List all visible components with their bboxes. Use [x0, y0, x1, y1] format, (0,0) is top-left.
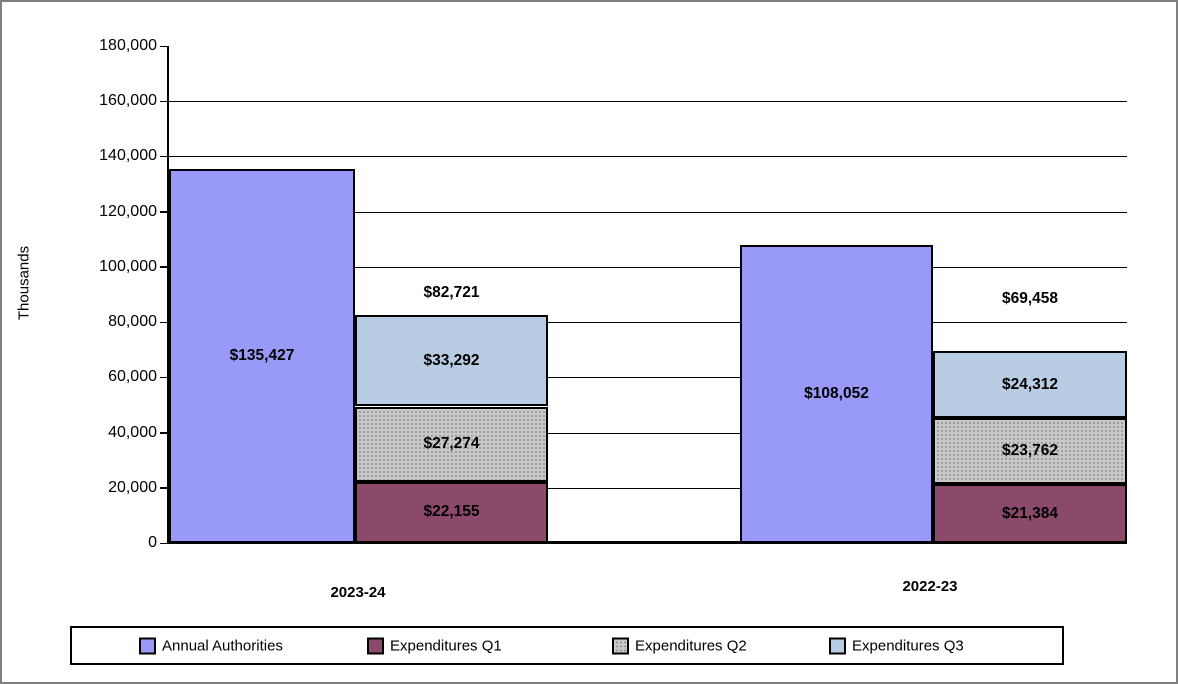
bar-segment-expenditures-q2 — [933, 418, 1127, 484]
y-tick-label: 80,000 — [108, 313, 157, 331]
y-tick-label: 140,000 — [99, 147, 157, 165]
y-axis-tick — [160, 211, 168, 213]
bar-segment-expenditures-q3 — [355, 314, 548, 407]
bar-value-label: $108,052 — [804, 384, 869, 402]
legend-label: Annual Authorities — [162, 637, 283, 654]
gridline — [169, 322, 1127, 324]
gridline — [169, 156, 1127, 158]
y-axis-tick — [160, 487, 168, 489]
segment-value-label: $22,155 — [423, 503, 480, 521]
y-axis-tick — [160, 321, 168, 324]
y-axis-tick — [160, 376, 168, 379]
gridline — [169, 266, 1127, 268]
y-tick-label: 40,000 — [108, 423, 157, 441]
y-axis-tick — [160, 432, 168, 434]
stack-total-label: $82,721 — [423, 284, 480, 301]
gridline — [169, 432, 1127, 434]
segment-value-label: $27,274 — [423, 435, 480, 453]
y-tick-label: 100,000 — [99, 257, 157, 275]
legend-item-expenditures-q1: Expenditures Q1 — [367, 637, 502, 654]
legend-label: Expenditures Q3 — [852, 637, 964, 654]
stack-total-label: $69,458 — [1001, 290, 1059, 307]
legend-item-expenditures-q2: Expenditures Q2 — [612, 637, 747, 654]
legend-item-annual-authorities: Annual Authorities — [139, 637, 283, 654]
y-axis-tick — [160, 100, 168, 103]
segment-value-label: $21,384 — [1001, 504, 1059, 522]
segment-value-label: $23,762 — [1001, 442, 1059, 460]
y-tick-label: 20,000 — [108, 478, 157, 496]
segment-value-label: $33,292 — [423, 351, 480, 369]
y-axis-tick — [160, 45, 168, 47]
segment-value-label: $24,312 — [1001, 375, 1059, 393]
bar-segment-expenditures-q1 — [355, 481, 548, 543]
bar-annual-authorities — [740, 244, 933, 543]
bar-value-label: $135,427 — [229, 347, 295, 364]
legend-marker-icon — [367, 637, 384, 654]
y-axis-tick — [160, 266, 168, 268]
legend-marker-icon — [612, 637, 629, 654]
legend-label: Expenditures Q2 — [635, 637, 747, 654]
bar-segment-expenditures-q2 — [355, 406, 548, 482]
y-tick-label: 0 — [148, 534, 157, 551]
y-axis-title: Thousands — [15, 245, 33, 321]
y-tick-label: 60,000 — [108, 368, 157, 386]
x-category-label: 2022-23 — [902, 578, 958, 595]
y-tick-label: 120,000 — [99, 202, 157, 220]
y-tick-label: 180,000 — [99, 37, 157, 54]
legend: Annual Authorities Expenditures Q1 Expendi… — [70, 626, 1064, 665]
gridline — [169, 487, 1127, 489]
gridline — [169, 101, 1127, 103]
x-category-label: 2023-24 — [330, 584, 386, 601]
legend-marker-icon — [829, 637, 846, 654]
y-tick-label: 160,000 — [99, 92, 157, 110]
y-axis-tick — [160, 542, 168, 544]
legend-marker-icon — [139, 637, 156, 654]
bar-segment-expenditures-q1 — [933, 484, 1127, 543]
y-axis-line — [167, 46, 169, 543]
gridline — [169, 211, 1127, 213]
gridline — [169, 377, 1127, 379]
y-axis-tick — [160, 155, 168, 158]
bar-annual-authorities — [169, 169, 355, 543]
legend-label: Expenditures Q1 — [390, 637, 502, 654]
legend-item-expenditures-q3: Expenditures Q3 — [829, 637, 964, 654]
bar-segment-expenditures-q3 — [933, 351, 1127, 419]
x-axis-line — [167, 541, 1127, 544]
